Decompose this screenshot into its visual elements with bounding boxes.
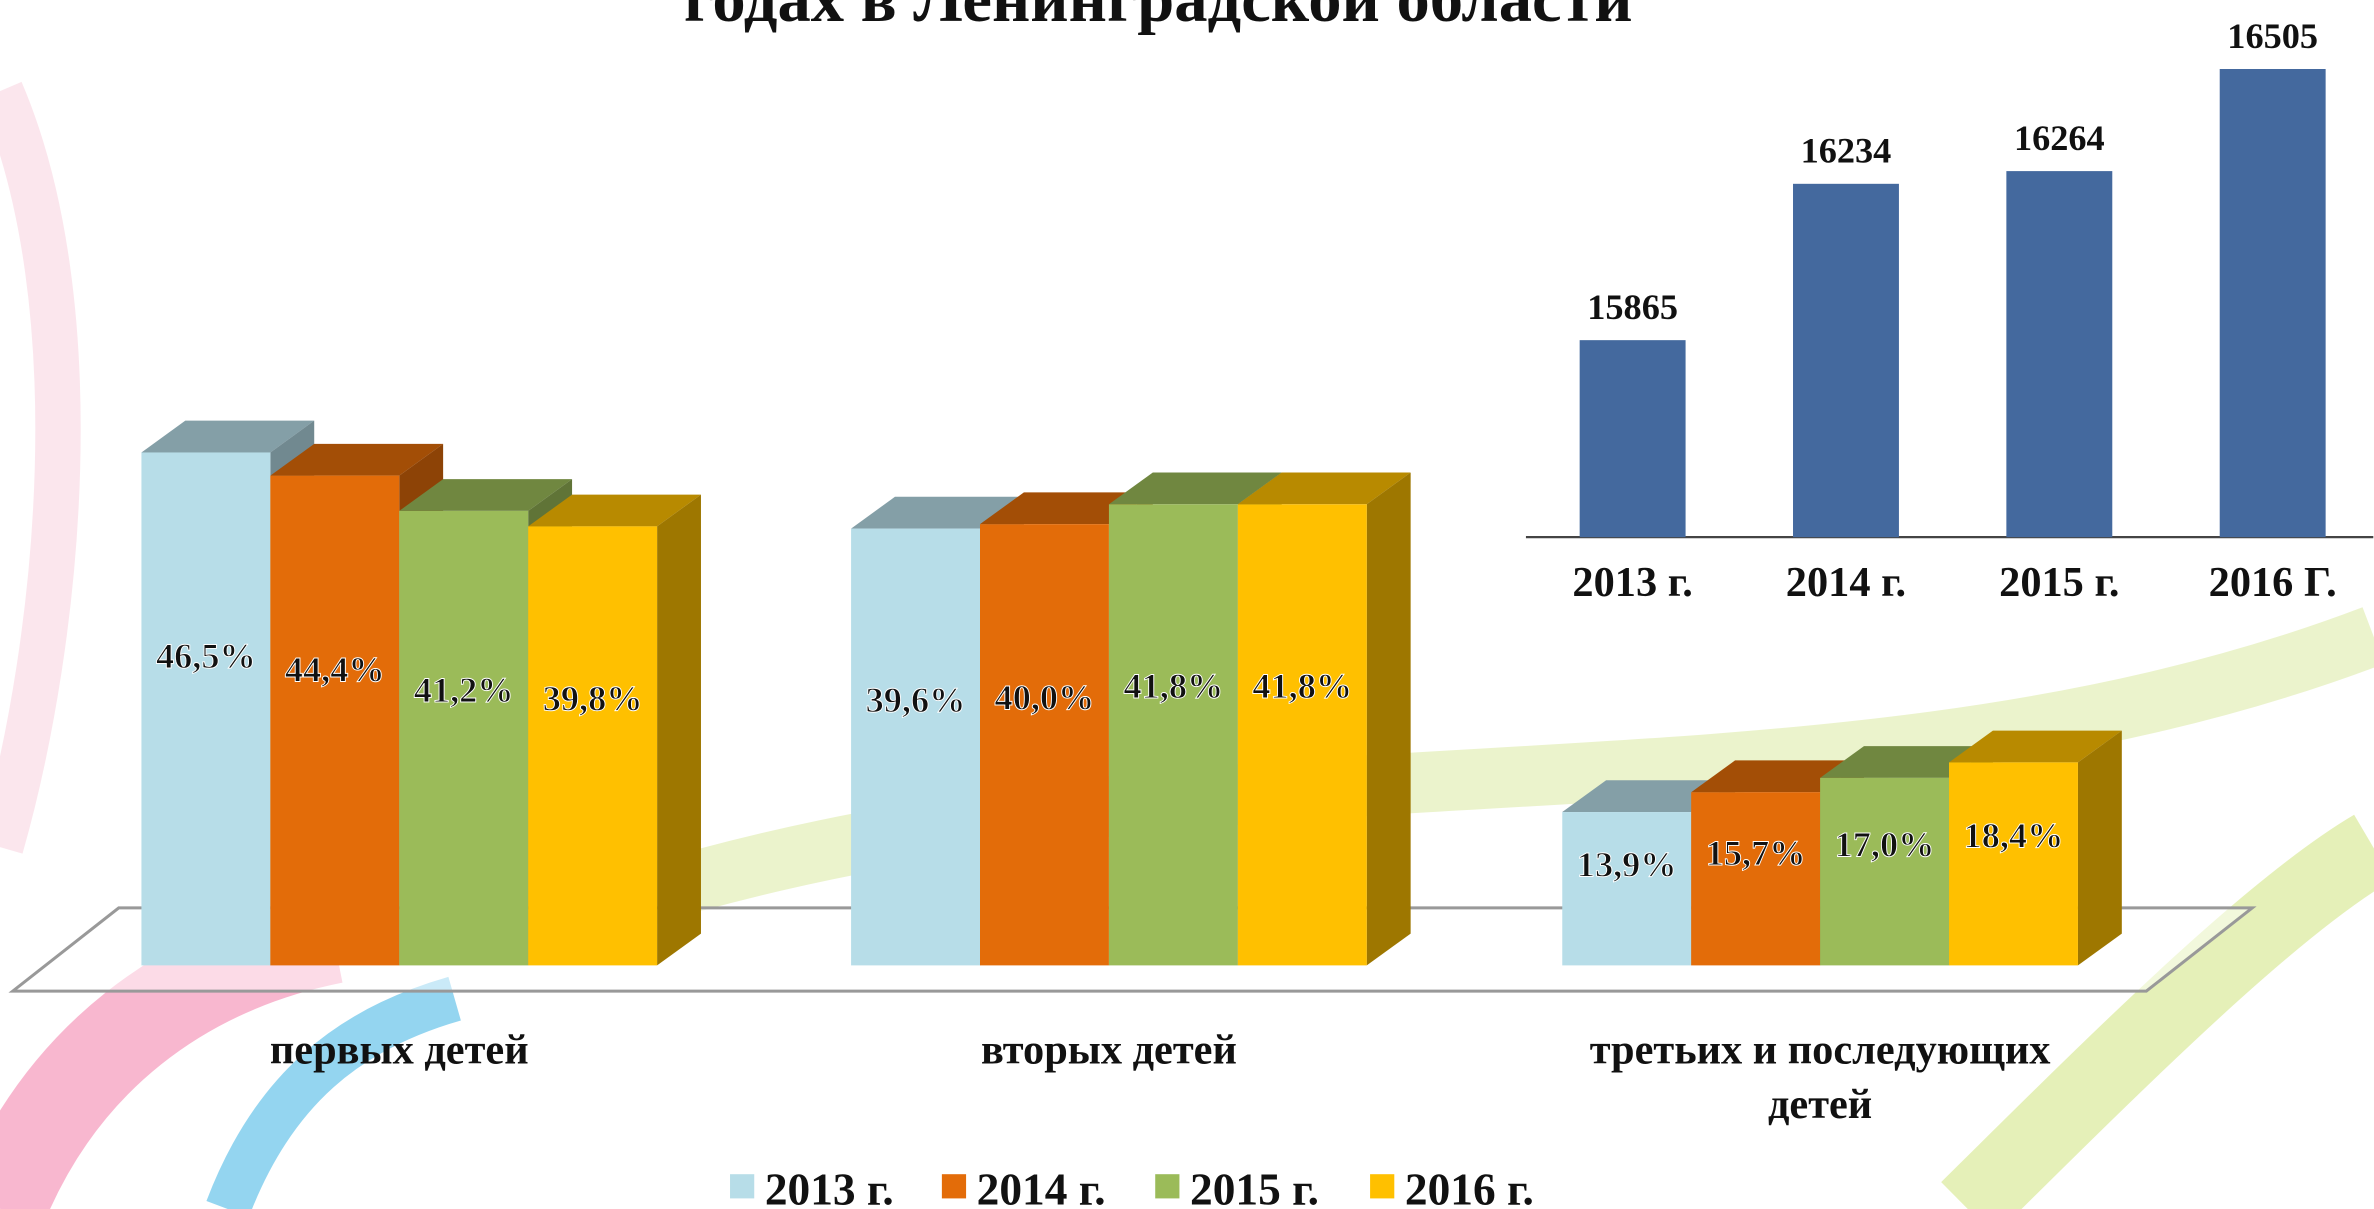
- bar: [270, 475, 400, 966]
- data-label: 16505: [2227, 16, 2318, 56]
- bar-top: [141, 420, 315, 453]
- bar: [2006, 171, 2113, 538]
- bar: [141, 452, 271, 966]
- bar-side: [657, 494, 701, 966]
- data-label: 41,8%: [1252, 666, 1352, 706]
- data-label: 17,0%: [1835, 825, 1935, 865]
- data-label: 15865: [1587, 287, 1678, 327]
- legend-label: 2014 г.: [977, 1164, 1106, 1209]
- legend-label: 2013 г.: [765, 1164, 894, 1209]
- legend-swatch: [1370, 1174, 1395, 1199]
- bar-top: [270, 443, 444, 476]
- data-label: 41,2%: [414, 670, 514, 710]
- x-tick-label: третьих и последующих детей: [1590, 1027, 2051, 1128]
- bar: [1820, 777, 1950, 966]
- bar: [980, 524, 1109, 966]
- data-label: 18,4%: [1964, 816, 2064, 856]
- bar-top: [528, 494, 701, 527]
- x-tick-label: 2014 г.: [1786, 559, 1906, 606]
- x-tick-label: вторых детей: [981, 1027, 1237, 1074]
- x-tick-label: 2016 Г.: [2209, 559, 2337, 606]
- bar-top: [1237, 472, 1411, 505]
- bar: [528, 526, 658, 966]
- data-label: 13,9%: [1577, 844, 1677, 884]
- data-label: 41,8%: [1123, 666, 1223, 706]
- chart-title: годах в Ленинградской области: [684, 0, 1633, 36]
- x-tick-label: 2013 г.: [1572, 559, 1692, 606]
- bar: [851, 528, 981, 966]
- bar: [1108, 504, 1238, 966]
- x-tick-label-line: детей: [1768, 1081, 1872, 1128]
- data-label: 16234: [1801, 131, 1892, 171]
- legend-swatch: [730, 1174, 755, 1199]
- data-label: 39,8%: [543, 679, 643, 719]
- bar: [1237, 504, 1367, 966]
- legend-swatch: [941, 1174, 967, 1199]
- x-tick-label: первых детей: [270, 1027, 529, 1074]
- x-tick-label: 2015 г.: [1999, 559, 2119, 606]
- bar: [1562, 812, 1692, 966]
- data-label: 40,0%: [995, 677, 1095, 717]
- bar: [1691, 792, 1821, 966]
- x-tick-label-line: третьих и последующих: [1590, 1027, 2051, 1074]
- bar: [1949, 762, 2078, 966]
- legend-label: 2016 г.: [1405, 1164, 1534, 1209]
- data-label: 39,6%: [866, 680, 966, 720]
- bar-side: [2077, 730, 2122, 966]
- bar-top: [1108, 472, 1282, 505]
- bar: [399, 510, 529, 966]
- bar: [1793, 183, 1899, 538]
- bar-top: [399, 479, 573, 511]
- bar-side: [1366, 472, 1411, 966]
- bar-top: [851, 496, 1024, 529]
- data-label: 46,5%: [156, 636, 256, 676]
- data-label: 44,4%: [285, 649, 385, 689]
- bar-top: [1949, 730, 2122, 763]
- legend-label: 2015 г.: [1190, 1164, 1319, 1209]
- legend-swatch: [1155, 1174, 1180, 1199]
- bar: [1579, 340, 1686, 538]
- data-label: 15,7%: [1706, 833, 1806, 873]
- data-label: 16264: [2014, 118, 2105, 158]
- bar: [2219, 68, 2326, 538]
